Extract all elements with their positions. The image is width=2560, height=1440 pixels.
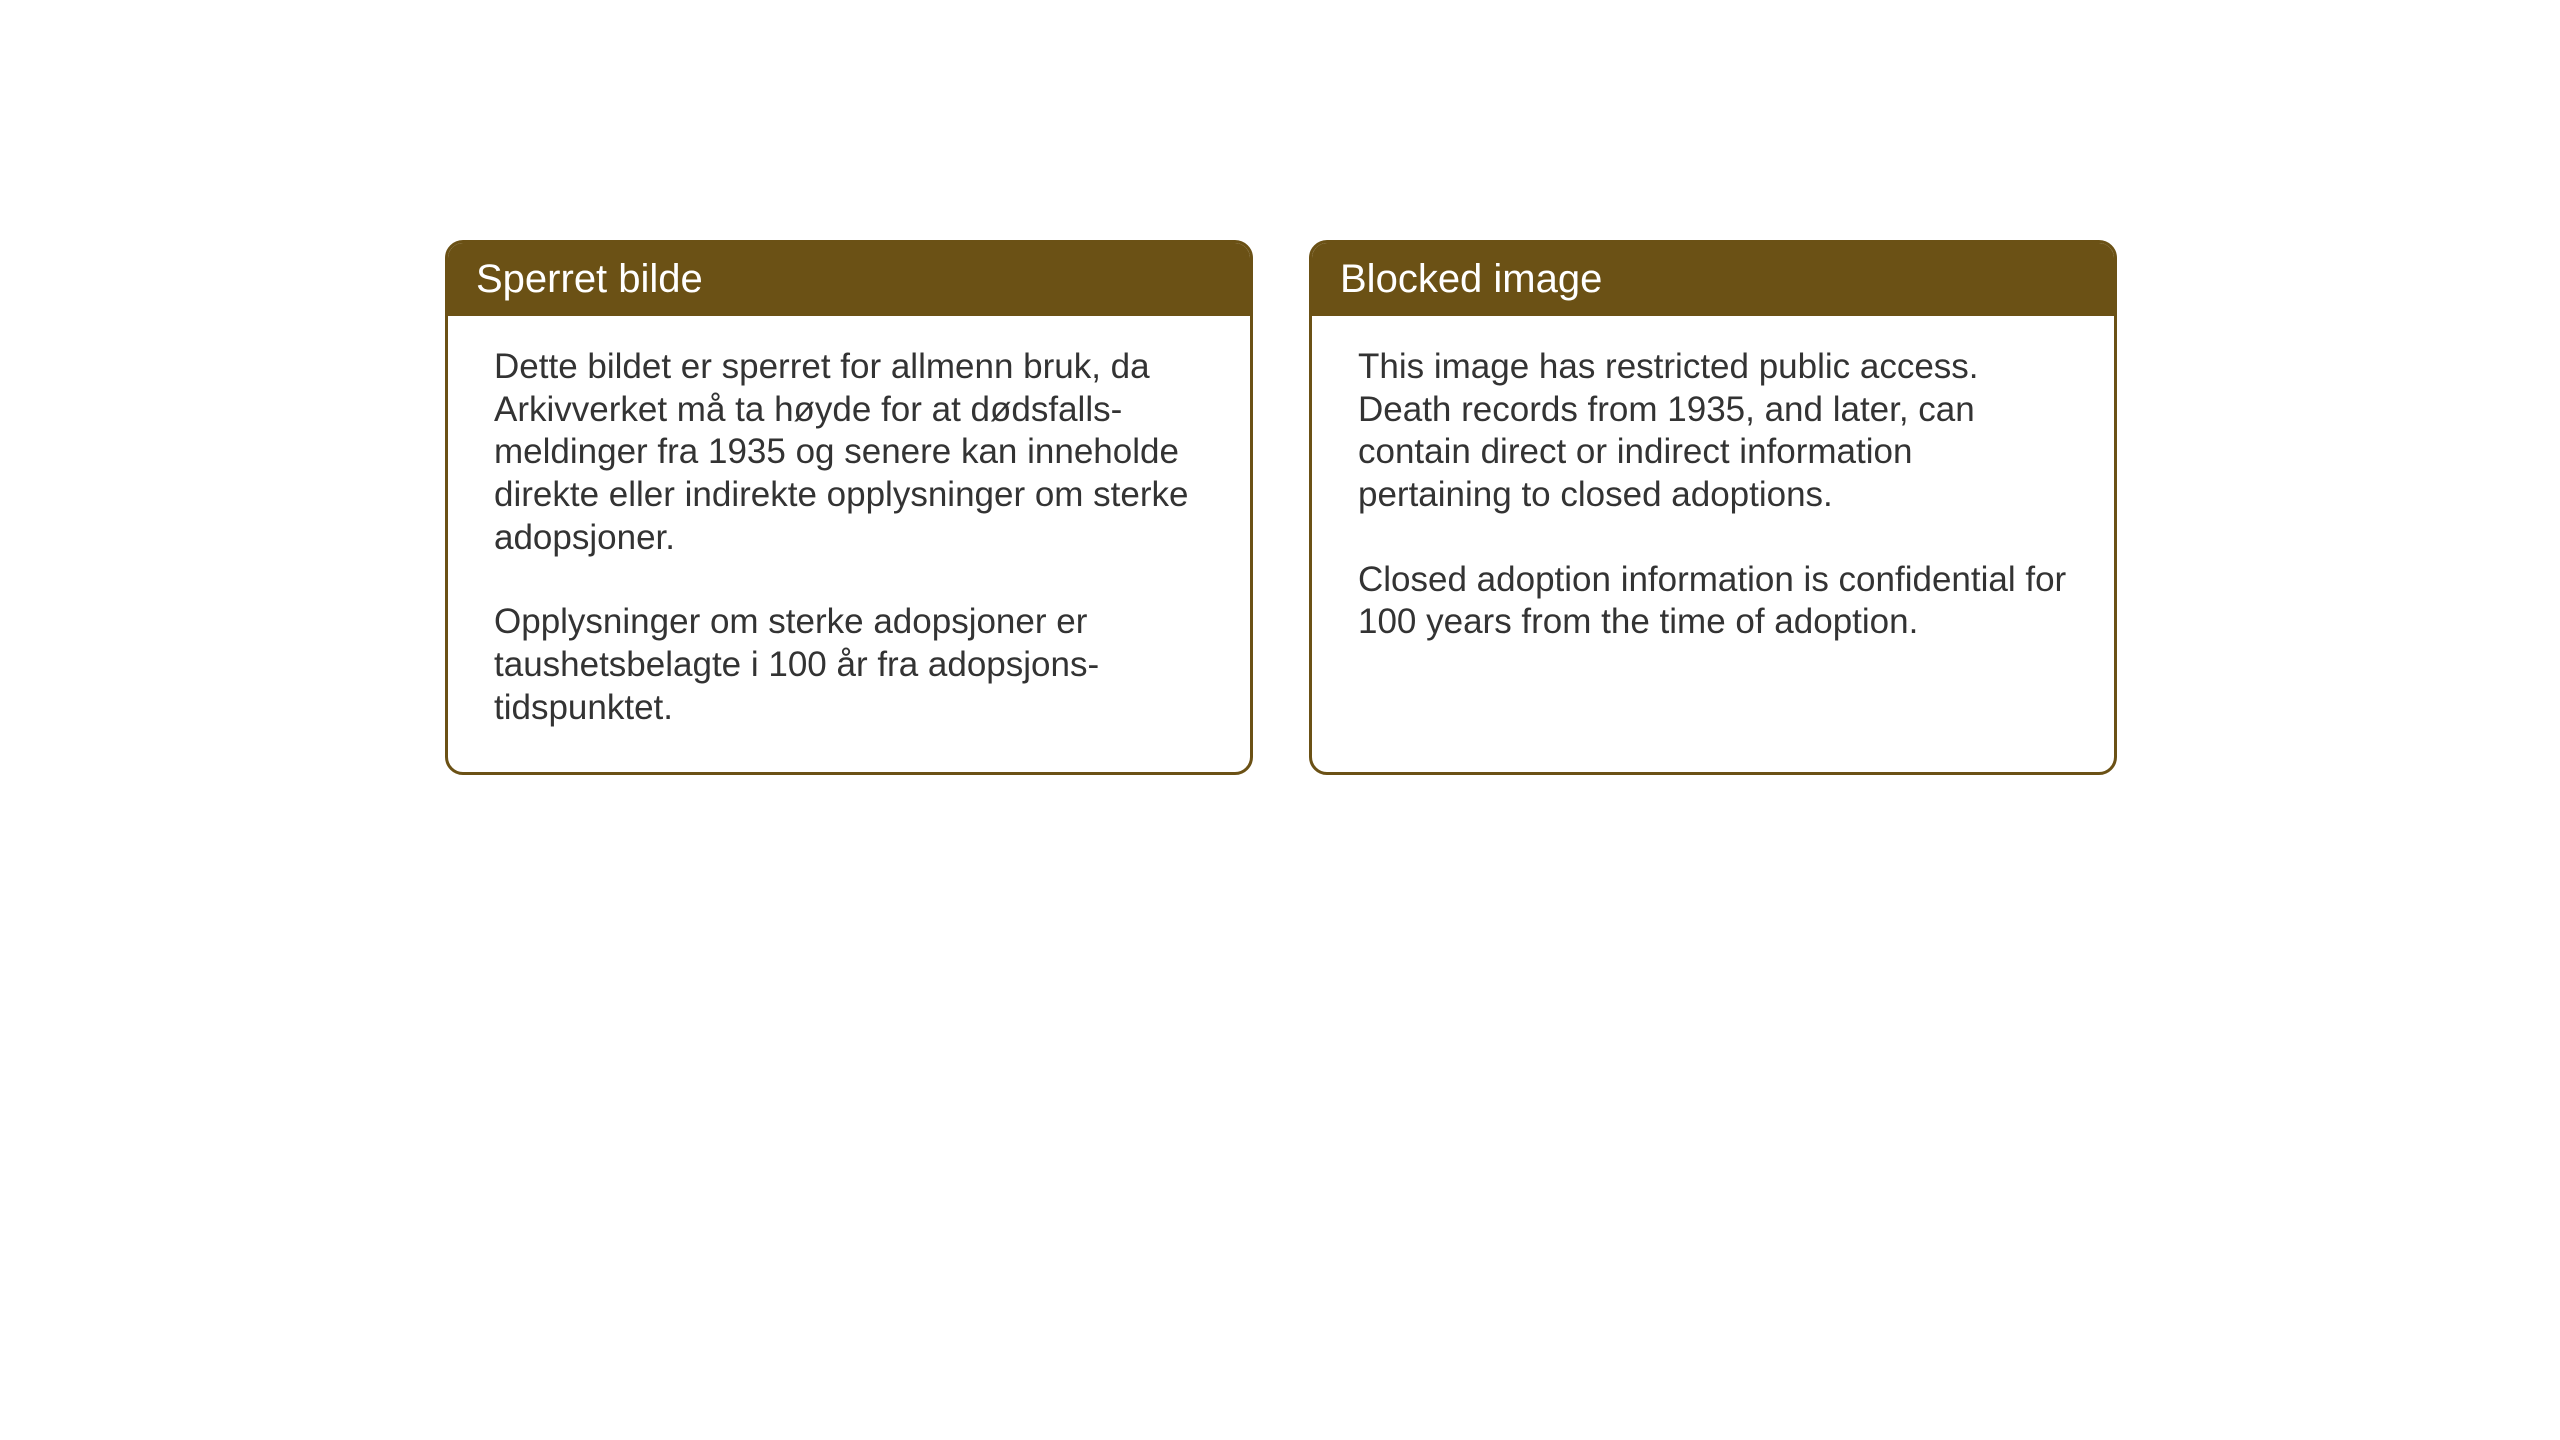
card-title-english: Blocked image [1340,257,1602,301]
notice-card-english: Blocked image This image has restricted … [1309,240,2117,775]
card-header-norwegian: Sperret bilde [448,243,1250,316]
card-title-norwegian: Sperret bilde [476,257,703,301]
notice-card-norwegian: Sperret bilde Dette bildet er sperret fo… [445,240,1253,775]
card-paragraph-norwegian-2: Opplysninger om sterke adopsjoner er tau… [494,601,1204,729]
card-header-english: Blocked image [1312,243,2114,316]
card-paragraph-english-1: This image has restricted public access.… [1358,346,2068,517]
card-body-norwegian: Dette bildet er sperret for allmenn bruk… [448,316,1250,772]
card-paragraph-english-2: Closed adoption information is confident… [1358,559,2068,644]
card-paragraph-norwegian-1: Dette bildet er sperret for allmenn bruk… [494,346,1204,559]
notice-container: Sperret bilde Dette bildet er sperret fo… [445,240,2117,775]
card-body-english: This image has restricted public access.… [1312,316,2114,686]
